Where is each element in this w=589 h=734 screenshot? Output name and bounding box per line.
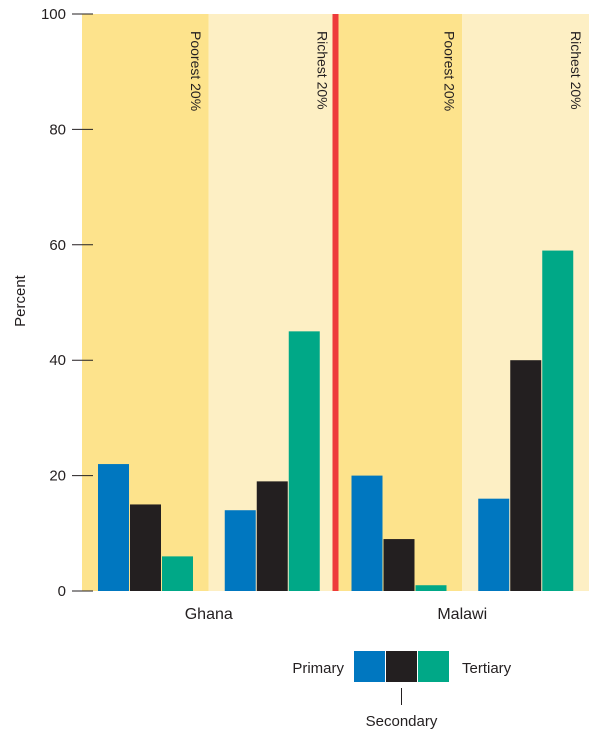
- y-tick-label: 60: [49, 237, 66, 254]
- bar-malawi-poorest-tertiary: [415, 585, 447, 591]
- y-axis-label: Percent: [12, 274, 29, 327]
- bar-ghana-poorest-primary: [98, 464, 129, 591]
- legend-swatch-tertiary: [418, 651, 449, 682]
- bar-malawi-richest-secondary: [510, 360, 542, 591]
- bars: [98, 250, 574, 591]
- bar-malawi-poorest-secondary: [383, 539, 415, 591]
- legend-label-tertiary: Tertiary: [462, 660, 512, 677]
- legend: Primary Tertiary Secondary: [292, 651, 512, 730]
- y-tick-label: 20: [49, 468, 66, 485]
- bar-malawi-richest-primary: [478, 498, 510, 591]
- group-label: Richest 20%: [315, 31, 331, 110]
- group-labels: Poorest 20% Richest 20% Poorest 20% Richest…: [188, 31, 584, 111]
- group-label: Poorest 20%: [188, 31, 204, 111]
- x-label-malawi: Malawi: [437, 606, 487, 623]
- bar-ghana-poorest-secondary: [130, 504, 161, 591]
- y-tick-label: 0: [58, 583, 66, 600]
- bar-ghana-richest-tertiary: [288, 331, 320, 591]
- bar-ghana-poorest-tertiary: [162, 556, 193, 591]
- legend-swatch-primary: [354, 651, 385, 682]
- y-tick-label: 80: [49, 121, 66, 138]
- y-tick-label: 40: [49, 352, 66, 369]
- group-label: Richest 20%: [568, 31, 584, 110]
- bar-malawi-richest-tertiary: [542, 250, 574, 591]
- bar-ghana-richest-primary: [224, 510, 256, 591]
- x-axis-labels: Ghana Malawi: [185, 606, 487, 623]
- bar-malawi-poorest-primary: [351, 475, 383, 591]
- group-label: Poorest 20%: [441, 31, 457, 111]
- group-backgrounds: [82, 14, 589, 591]
- x-label-ghana: Ghana: [185, 606, 233, 623]
- legend-label-secondary: Secondary: [366, 713, 438, 730]
- bar-ghana-richest-secondary: [256, 481, 288, 591]
- legend-label-primary: Primary: [292, 660, 344, 677]
- legend-swatch-secondary: [386, 651, 417, 682]
- y-axis: 0 20 40 60 80 100: [41, 6, 93, 600]
- y-tick-label: 100: [41, 6, 66, 23]
